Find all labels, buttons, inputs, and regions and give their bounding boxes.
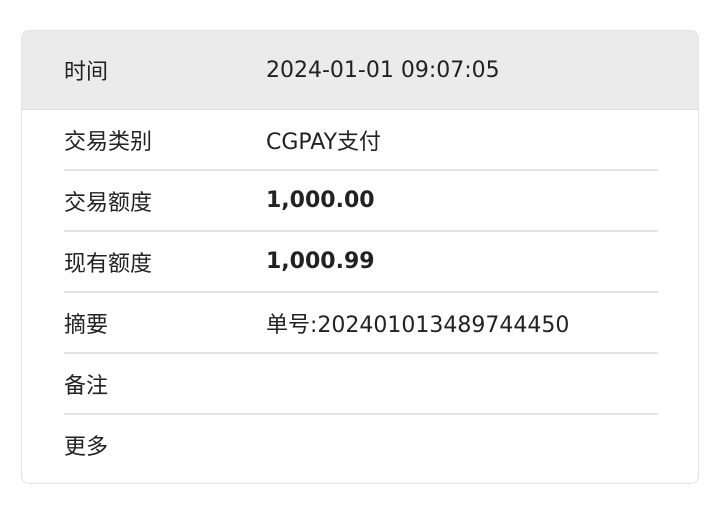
transaction-type-row: 交易类别 CGPAY支付	[64, 110, 658, 171]
current-balance-label: 现有额度	[64, 251, 153, 277]
transaction-detail-card: 时间 2024-01-01 09:07:05 交易类别 CGPAY支付 交易额度…	[21, 30, 699, 484]
more-label[interactable]: 更多	[64, 434, 109, 460]
transaction-type-value: CGPAY支付	[266, 129, 382, 155]
time-row: 时间 2024-01-01 09:07:05	[22, 31, 698, 110]
transaction-amount-label: 交易额度	[64, 190, 153, 216]
remark-label: 备注	[64, 373, 109, 399]
current-balance-row: 现有额度 1,000.99	[64, 232, 658, 293]
transaction-amount-value: 1,000.00	[266, 188, 375, 213]
transaction-type-label: 交易类别	[64, 129, 153, 155]
remark-row: 备注	[64, 354, 658, 415]
transaction-amount-row: 交易额度 1,000.00	[64, 171, 658, 232]
time-label: 时间	[64, 60, 109, 85]
more-row[interactable]: 更多	[64, 415, 658, 474]
time-value: 2024-01-01 09:07:05	[266, 57, 500, 83]
summary-value: 单号:202401013489744450	[266, 312, 570, 338]
current-balance-value: 1,000.99	[266, 249, 375, 274]
summary-label: 摘要	[64, 312, 109, 338]
summary-row: 摘要 单号:202401013489744450	[64, 293, 658, 354]
